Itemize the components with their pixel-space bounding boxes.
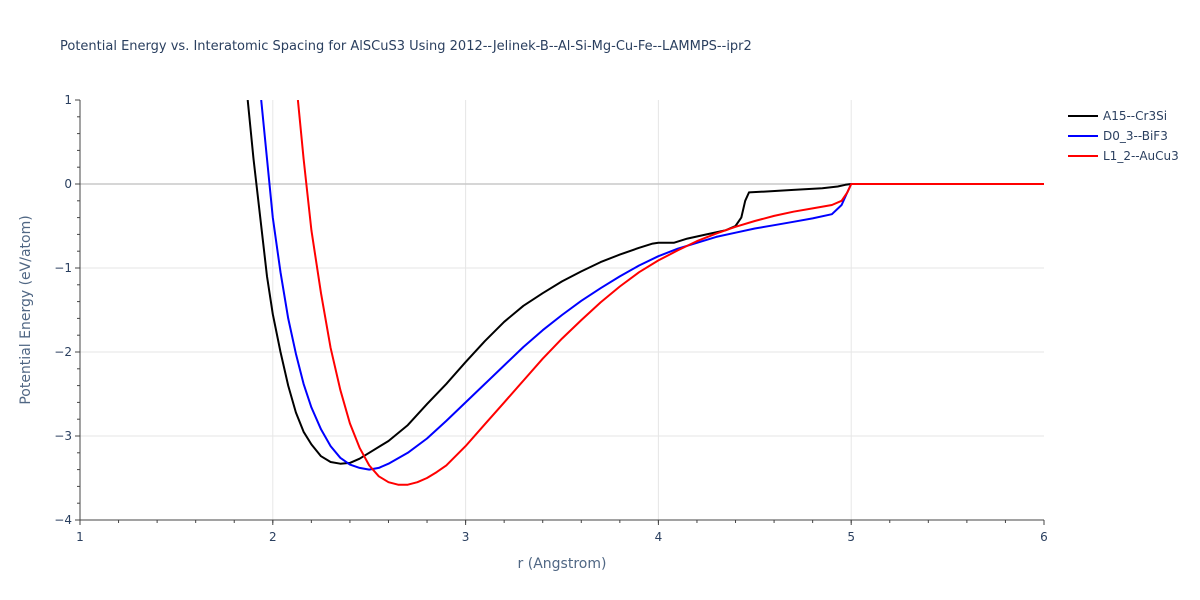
- legend-item[interactable]: D0_3--BiF3: [1068, 129, 1168, 143]
- legend-label: L1_2--AuCu3: [1103, 149, 1179, 163]
- x-tick-label: 4: [655, 530, 663, 544]
- series-line-0: [246, 100, 1044, 465]
- x-axis-title: r (Angstrom): [518, 556, 607, 572]
- legend-label: D0_3--BiF3: [1103, 129, 1168, 143]
- y-tick-label: 1: [64, 93, 72, 107]
- chart-title: Potential Energy vs. Interatomic Spacing…: [60, 39, 752, 54]
- x-tick-label: 3: [462, 530, 470, 544]
- y-axis-ticks: 1 0 −1 −2 −3 −4: [54, 93, 80, 527]
- legend-item[interactable]: A15--Cr3Si: [1068, 109, 1167, 123]
- legend-label: A15--Cr3Si: [1103, 109, 1167, 123]
- y-tick-label: −2: [54, 345, 72, 359]
- legend-item[interactable]: L1_2--AuCu3: [1068, 149, 1179, 163]
- y-tick-label: −3: [54, 429, 72, 443]
- y-tick-label: 0: [64, 177, 72, 191]
- legend: A15--Cr3Si D0_3--BiF3 L1_2--AuCu3: [1068, 109, 1179, 163]
- series-line-1: [260, 100, 1044, 471]
- x-tick-label: 5: [847, 530, 855, 544]
- x-tick-label: 2: [269, 530, 277, 544]
- x-axis-ticks: 1 2 3 4 5 6: [76, 520, 1048, 544]
- grid: [80, 100, 1044, 520]
- axes: [79, 100, 1044, 521]
- y-tick-label: −4: [54, 513, 72, 527]
- series-line-2: [296, 100, 1044, 486]
- x-tick-label: 6: [1040, 530, 1048, 544]
- plot-area: [246, 100, 1044, 486]
- y-axis-title: Potential Energy (eV/atom): [18, 215, 34, 404]
- y-tick-label: −1: [54, 261, 72, 275]
- x-tick-label: 1: [76, 530, 84, 544]
